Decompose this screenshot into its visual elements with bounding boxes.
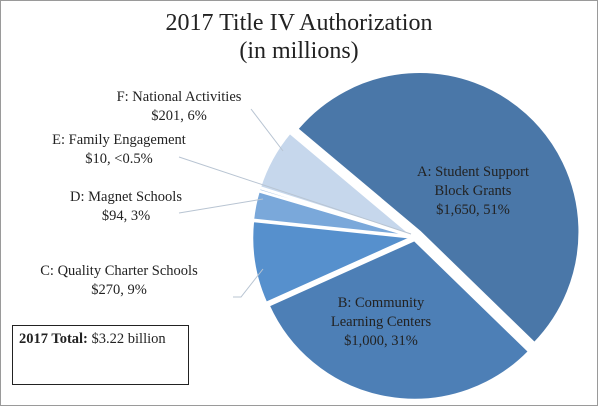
data-label: B: Community Learning Centers $1,000, 31% [316, 294, 446, 351]
category-label: C: Quality Charter Schools [40, 263, 198, 279]
category-label: E: Family Engagement [52, 132, 186, 148]
total-box: 2017 Total: $3.22 billion [12, 325, 189, 385]
leader-line [178, 198, 264, 214]
leader-lines [178, 108, 412, 298]
data-label: F: National Activities $201, 6% [79, 88, 279, 126]
pie-slice [266, 238, 531, 402]
category-label: F: National Activities [116, 89, 242, 105]
category-label: D: Magnet Schools [70, 189, 182, 205]
data-label: E: Family Engagement $10, <0.5% [19, 131, 219, 169]
value-label: $10, <0.5% [85, 151, 153, 167]
value-label: $1,650, 51% [436, 202, 510, 218]
total-text: $3.22 billion [91, 331, 166, 347]
leader-line [233, 268, 264, 298]
chart-subtitle: (in millions) [239, 38, 359, 64]
leader-line [178, 156, 412, 235]
value-label: $1,000, 31% [344, 333, 418, 349]
pie-slice [295, 70, 581, 346]
value-label: $201, 6% [151, 108, 207, 124]
data-label: A: Student Support Block Grants $1,650, 5… [403, 163, 543, 220]
leader-line [250, 108, 284, 152]
value-label: $94, 3% [101, 208, 151, 224]
data-label: D: Magnet Schools $94, 3% [26, 188, 226, 226]
category-label: B: Community Learning Centers [330, 295, 432, 330]
data-label: C: Quality Charter Schools $270, 9% [19, 262, 219, 300]
total-label: 2017 Total: [19, 331, 88, 347]
chart-title: 2017 Title IV Authorization [165, 10, 433, 36]
category-label: A: Student Support Block Grants [417, 164, 529, 199]
pie-slice [250, 219, 417, 305]
value-label: $270, 9% [91, 282, 147, 298]
